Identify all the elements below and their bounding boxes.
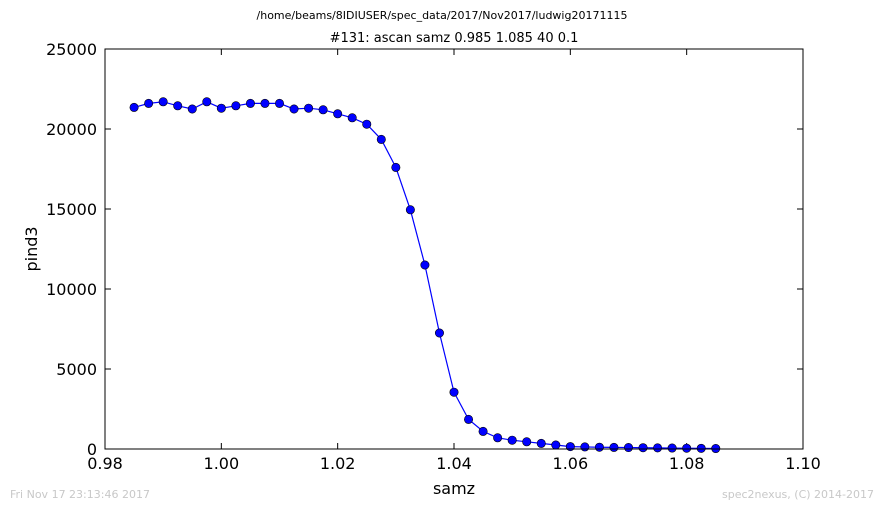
data-point: [347, 113, 357, 123]
timestamp-footer: Fri Nov 17 23:13:46 2017: [10, 488, 150, 501]
data-point: [449, 387, 459, 397]
data-point: [318, 105, 328, 115]
data-point: [376, 134, 386, 144]
y-tick-labels: 0 5000 10000 15000 20000 25000: [46, 40, 97, 459]
data-point: [464, 414, 474, 424]
x-tick-label: 1.06: [553, 454, 589, 473]
data-point: [333, 109, 343, 119]
data-point: [187, 104, 197, 114]
y-tick-label: 15000: [46, 200, 97, 219]
data-point: [580, 442, 590, 452]
y-tick-label: 5000: [56, 360, 97, 379]
y-axis-label: pind3: [22, 226, 41, 271]
plot-area: [105, 49, 803, 449]
data-point: [245, 98, 255, 108]
data-point: [682, 443, 692, 453]
data-point: [522, 437, 532, 447]
data-point: [260, 98, 270, 108]
data-point: [173, 101, 183, 111]
data-point: [667, 443, 677, 453]
data-point: [144, 98, 154, 108]
data-point: [405, 205, 415, 215]
data-point: [289, 104, 299, 114]
data-point: [274, 98, 284, 108]
x-tick-label: 0.98: [87, 454, 123, 473]
data-point: [304, 103, 314, 113]
data-point: [609, 442, 619, 452]
data-point: [202, 97, 212, 107]
file-path-title: /home/beams/8IDIUSER/spec_data/2017/Nov2…: [256, 9, 628, 22]
data-point: [551, 440, 561, 450]
data-point: [231, 101, 241, 111]
data-point: [434, 328, 444, 338]
data-point: [362, 119, 372, 129]
data-point: [623, 443, 633, 453]
data-point: [594, 442, 604, 452]
y-tick-label: 25000: [46, 40, 97, 59]
data-point: [565, 442, 575, 452]
y-tick-label: 10000: [46, 280, 97, 299]
x-tick-label: 1.02: [320, 454, 356, 473]
data-point: [653, 443, 663, 453]
data-point: [391, 162, 401, 172]
x-axis-label: samz: [433, 479, 475, 498]
x-tick-label: 1.00: [204, 454, 240, 473]
data-point: [638, 443, 648, 453]
x-tick-labels: 0.98 1.00 1.02 1.04 1.06 1.08 1.10: [87, 454, 821, 473]
data-point: [420, 260, 430, 270]
data-point: [507, 435, 517, 445]
y-tick-label: 0: [87, 440, 97, 459]
y-tick-label: 20000: [46, 120, 97, 139]
x-tick-label: 1.08: [669, 454, 705, 473]
credit-footer: spec2nexus, (C) 2014-2017: [722, 488, 874, 501]
plot-frame: [104, 48, 804, 450]
data-point: [129, 102, 139, 112]
data-point: [536, 438, 546, 448]
data-point: [216, 103, 226, 113]
data-point: [696, 443, 706, 453]
data-point: [158, 97, 168, 107]
data-point: [478, 426, 488, 436]
data-series: [129, 97, 721, 454]
x-tick-label: 1.04: [436, 454, 472, 473]
x-tick-label: 1.10: [785, 454, 821, 473]
chart-title: #131: ascan samz 0.985 1.085 40 0.1: [329, 31, 579, 46]
data-point: [493, 433, 503, 443]
